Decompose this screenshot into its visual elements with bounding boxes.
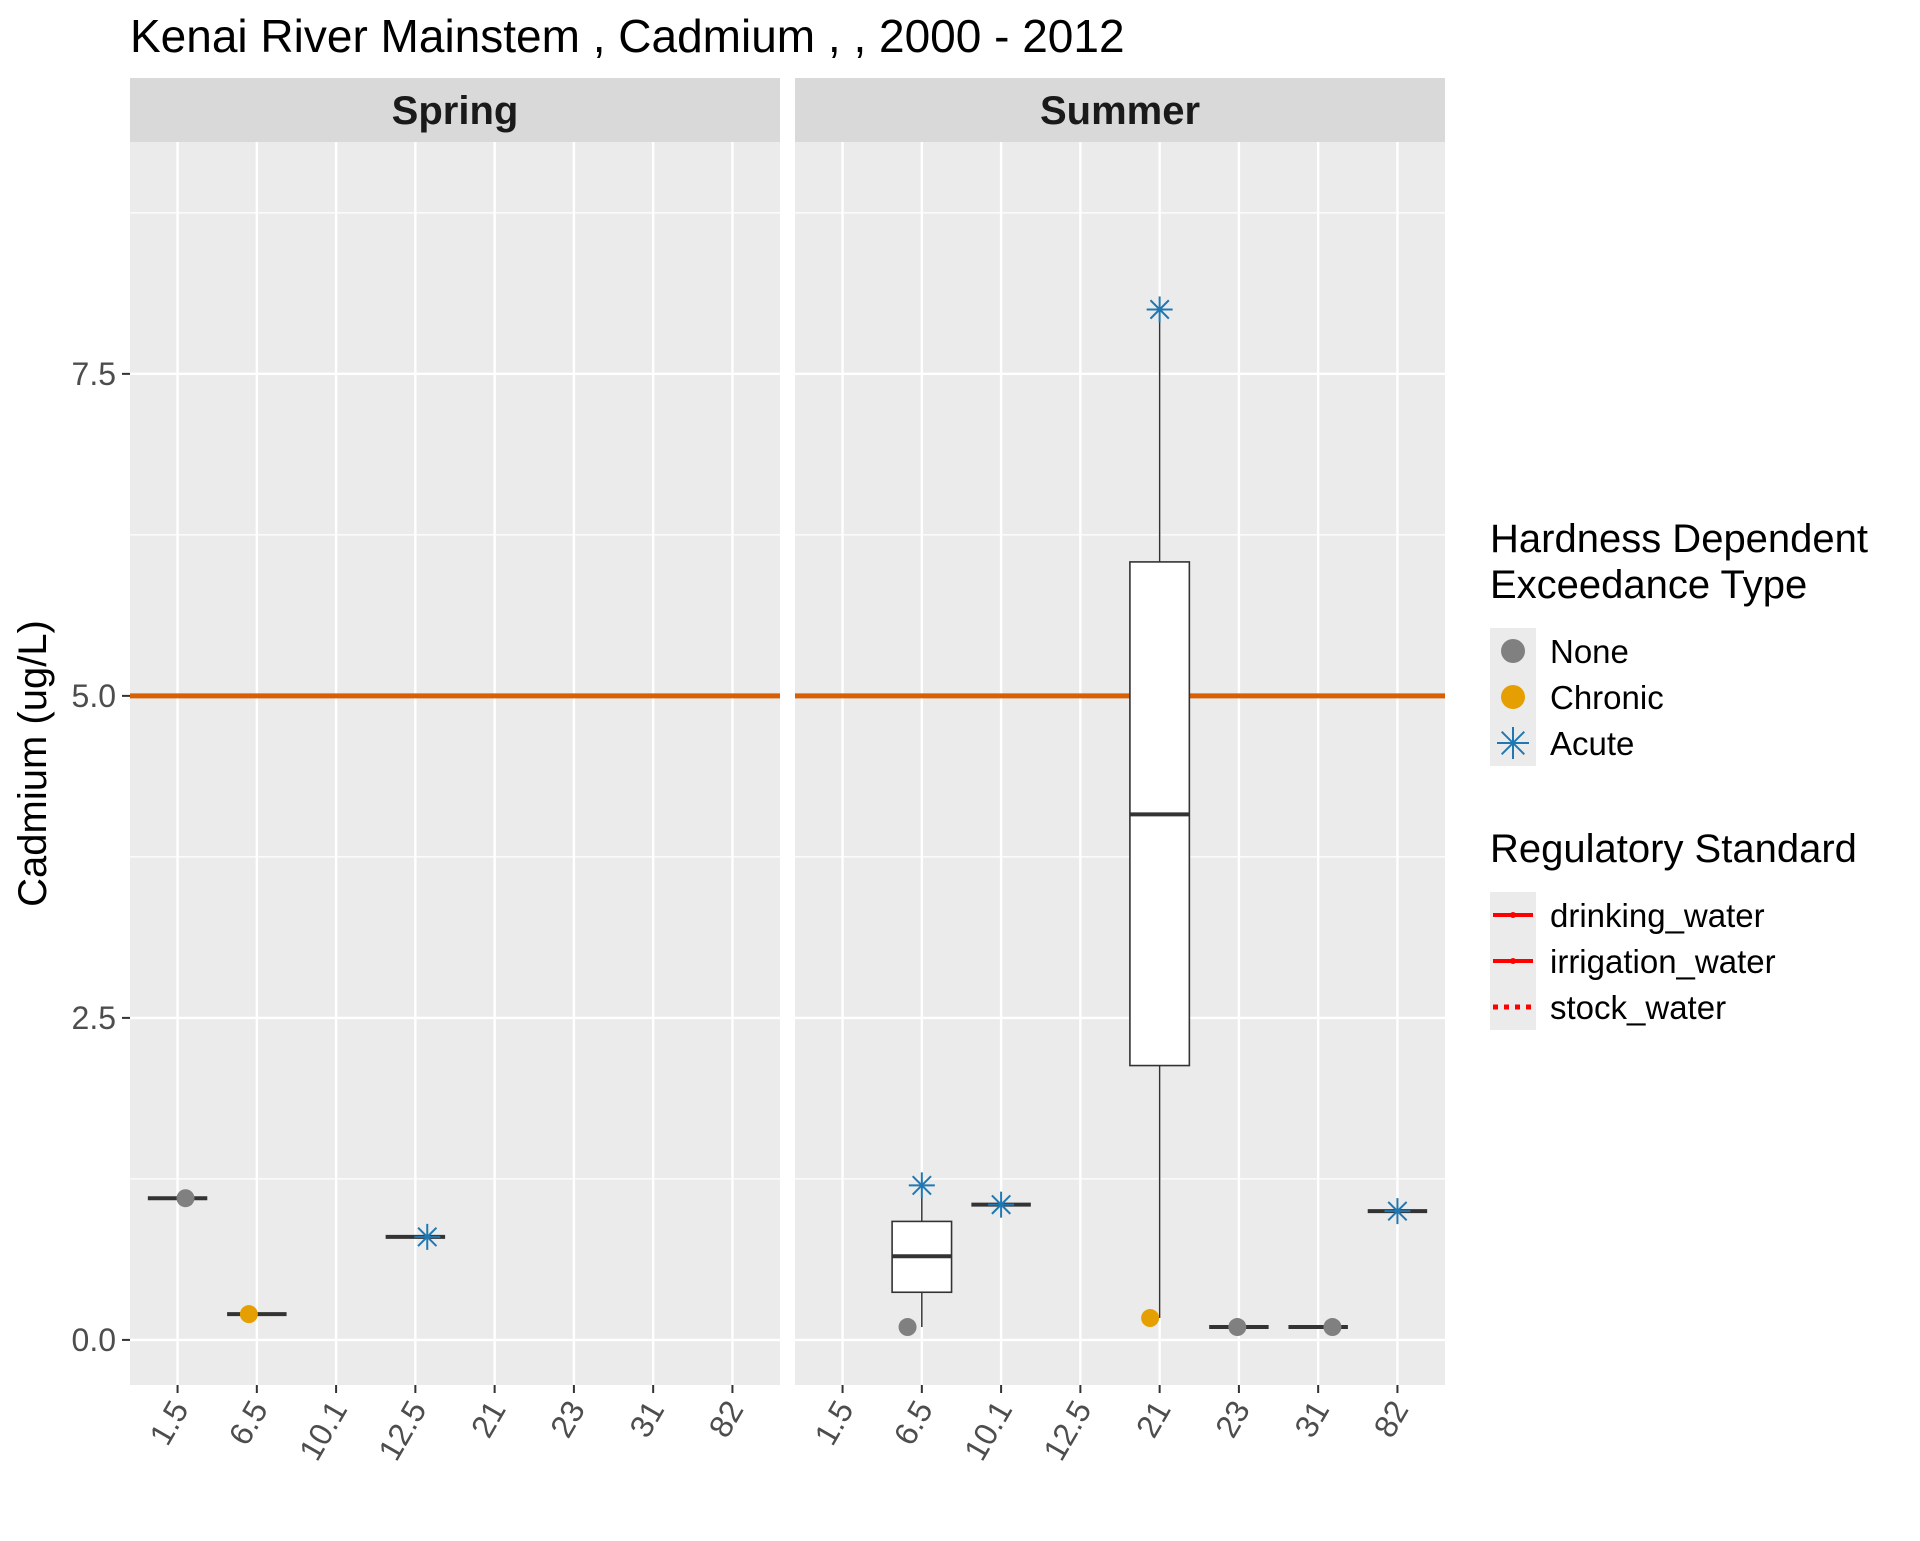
panel-spring: Spring 1.5 6.5 10.1 12.5 21 23 31 82 (130, 78, 780, 1466)
box-summer-21 (1129, 309, 1191, 1319)
x-tick-label: 23 (1208, 1395, 1257, 1444)
legend-label: irrigation_water (1550, 943, 1776, 980)
legend-key-dot (1510, 958, 1516, 964)
point-acute (1384, 1198, 1411, 1225)
x-tick-label: 31 (622, 1395, 671, 1444)
legend-entry-stock-water: stock_water (1490, 984, 1726, 1030)
legend-key-asterisk (1497, 727, 1529, 759)
panel-background (130, 142, 780, 1385)
x-tick-label: 12.5 (1036, 1395, 1098, 1467)
legend-entry-acute: Acute (1490, 720, 1634, 766)
strip-spring (130, 78, 780, 142)
point-acute (1146, 296, 1173, 323)
x-tick-label: 82 (702, 1395, 751, 1444)
chart-title: Kenai River Mainstem , Cadmium , , 2000 … (130, 10, 1125, 62)
asterisk-stroke (417, 1226, 438, 1247)
x-tick-label: 10.1 (292, 1395, 354, 1467)
y-axis-title: Cadmium (ug/L) (11, 620, 55, 907)
panel-summer: Summer 1.5 6.5 10.1 12.5 21 23 31 82 (795, 78, 1445, 1466)
strip-summer (795, 78, 1445, 142)
legend-title: Exceedance Type (1490, 563, 1807, 607)
legend-entry-irrigation-water: irrigation_water (1490, 938, 1776, 984)
point-acute (988, 1191, 1015, 1218)
y-tick-label: 2.5 (72, 1000, 116, 1036)
strip-label-summer: Summer (1040, 89, 1200, 133)
legend-label: stock_water (1550, 989, 1726, 1026)
y-tick-label: 0.0 (72, 1322, 116, 1358)
x-tick-label: 31 (1287, 1395, 1336, 1444)
asterisk-stroke (991, 1194, 1011, 1215)
point-chronic (239, 1305, 258, 1324)
point-chronic (1141, 1309, 1160, 1328)
x-tick-label: 12.5 (371, 1395, 433, 1467)
legend-label: drinking_water (1550, 897, 1765, 934)
legend-title: Regulatory Standard (1490, 827, 1857, 871)
legend-entry-chronic: Chronic (1490, 674, 1664, 720)
legend-key-dot (1510, 912, 1516, 918)
legend-label: None (1550, 633, 1629, 670)
point-acute (414, 1223, 441, 1250)
legend-label: Chronic (1550, 679, 1664, 716)
y-tick-label: 7.5 (72, 356, 116, 392)
x-tick-label: 1.5 (142, 1395, 195, 1452)
x-tick-label: 23 (543, 1395, 592, 1444)
legend-title: Hardness Dependent (1490, 517, 1868, 561)
x-tick-label: 1.5 (807, 1395, 860, 1452)
point-none (1323, 1318, 1342, 1337)
x-tick-label: 6.5 (886, 1395, 939, 1452)
asterisk-stroke (1387, 1201, 1408, 1222)
legend-key-circle (1501, 639, 1525, 663)
legend-2: Regulatory Standard drinking_waterirrigat… (1490, 827, 1857, 1030)
legend-entry-none: None (1490, 628, 1629, 674)
x-tick-label: 82 (1367, 1395, 1416, 1444)
point-none (1228, 1318, 1247, 1337)
asterisk-stroke (1149, 299, 1170, 320)
point-none (898, 1318, 917, 1337)
point-acute (908, 1172, 935, 1199)
box-summer-6_5 (891, 1185, 953, 1328)
x-tick-label: 21 (1129, 1395, 1178, 1444)
asterisk-stroke (911, 1175, 932, 1196)
panel-background (795, 142, 1445, 1385)
point-none (176, 1189, 195, 1208)
legend-key-circle (1501, 685, 1525, 709)
asterisk-stroke (1500, 730, 1526, 756)
y-tick-label: 5.0 (72, 678, 116, 714)
x-tick-label: 10.1 (957, 1395, 1019, 1467)
x-tick-label: 6.5 (221, 1395, 274, 1452)
x-tick-label: 21 (464, 1395, 513, 1444)
legend-entry-drinking-water: drinking_water (1490, 892, 1765, 938)
strip-label-spring: Spring (392, 89, 519, 133)
legend-label: Acute (1550, 725, 1634, 762)
